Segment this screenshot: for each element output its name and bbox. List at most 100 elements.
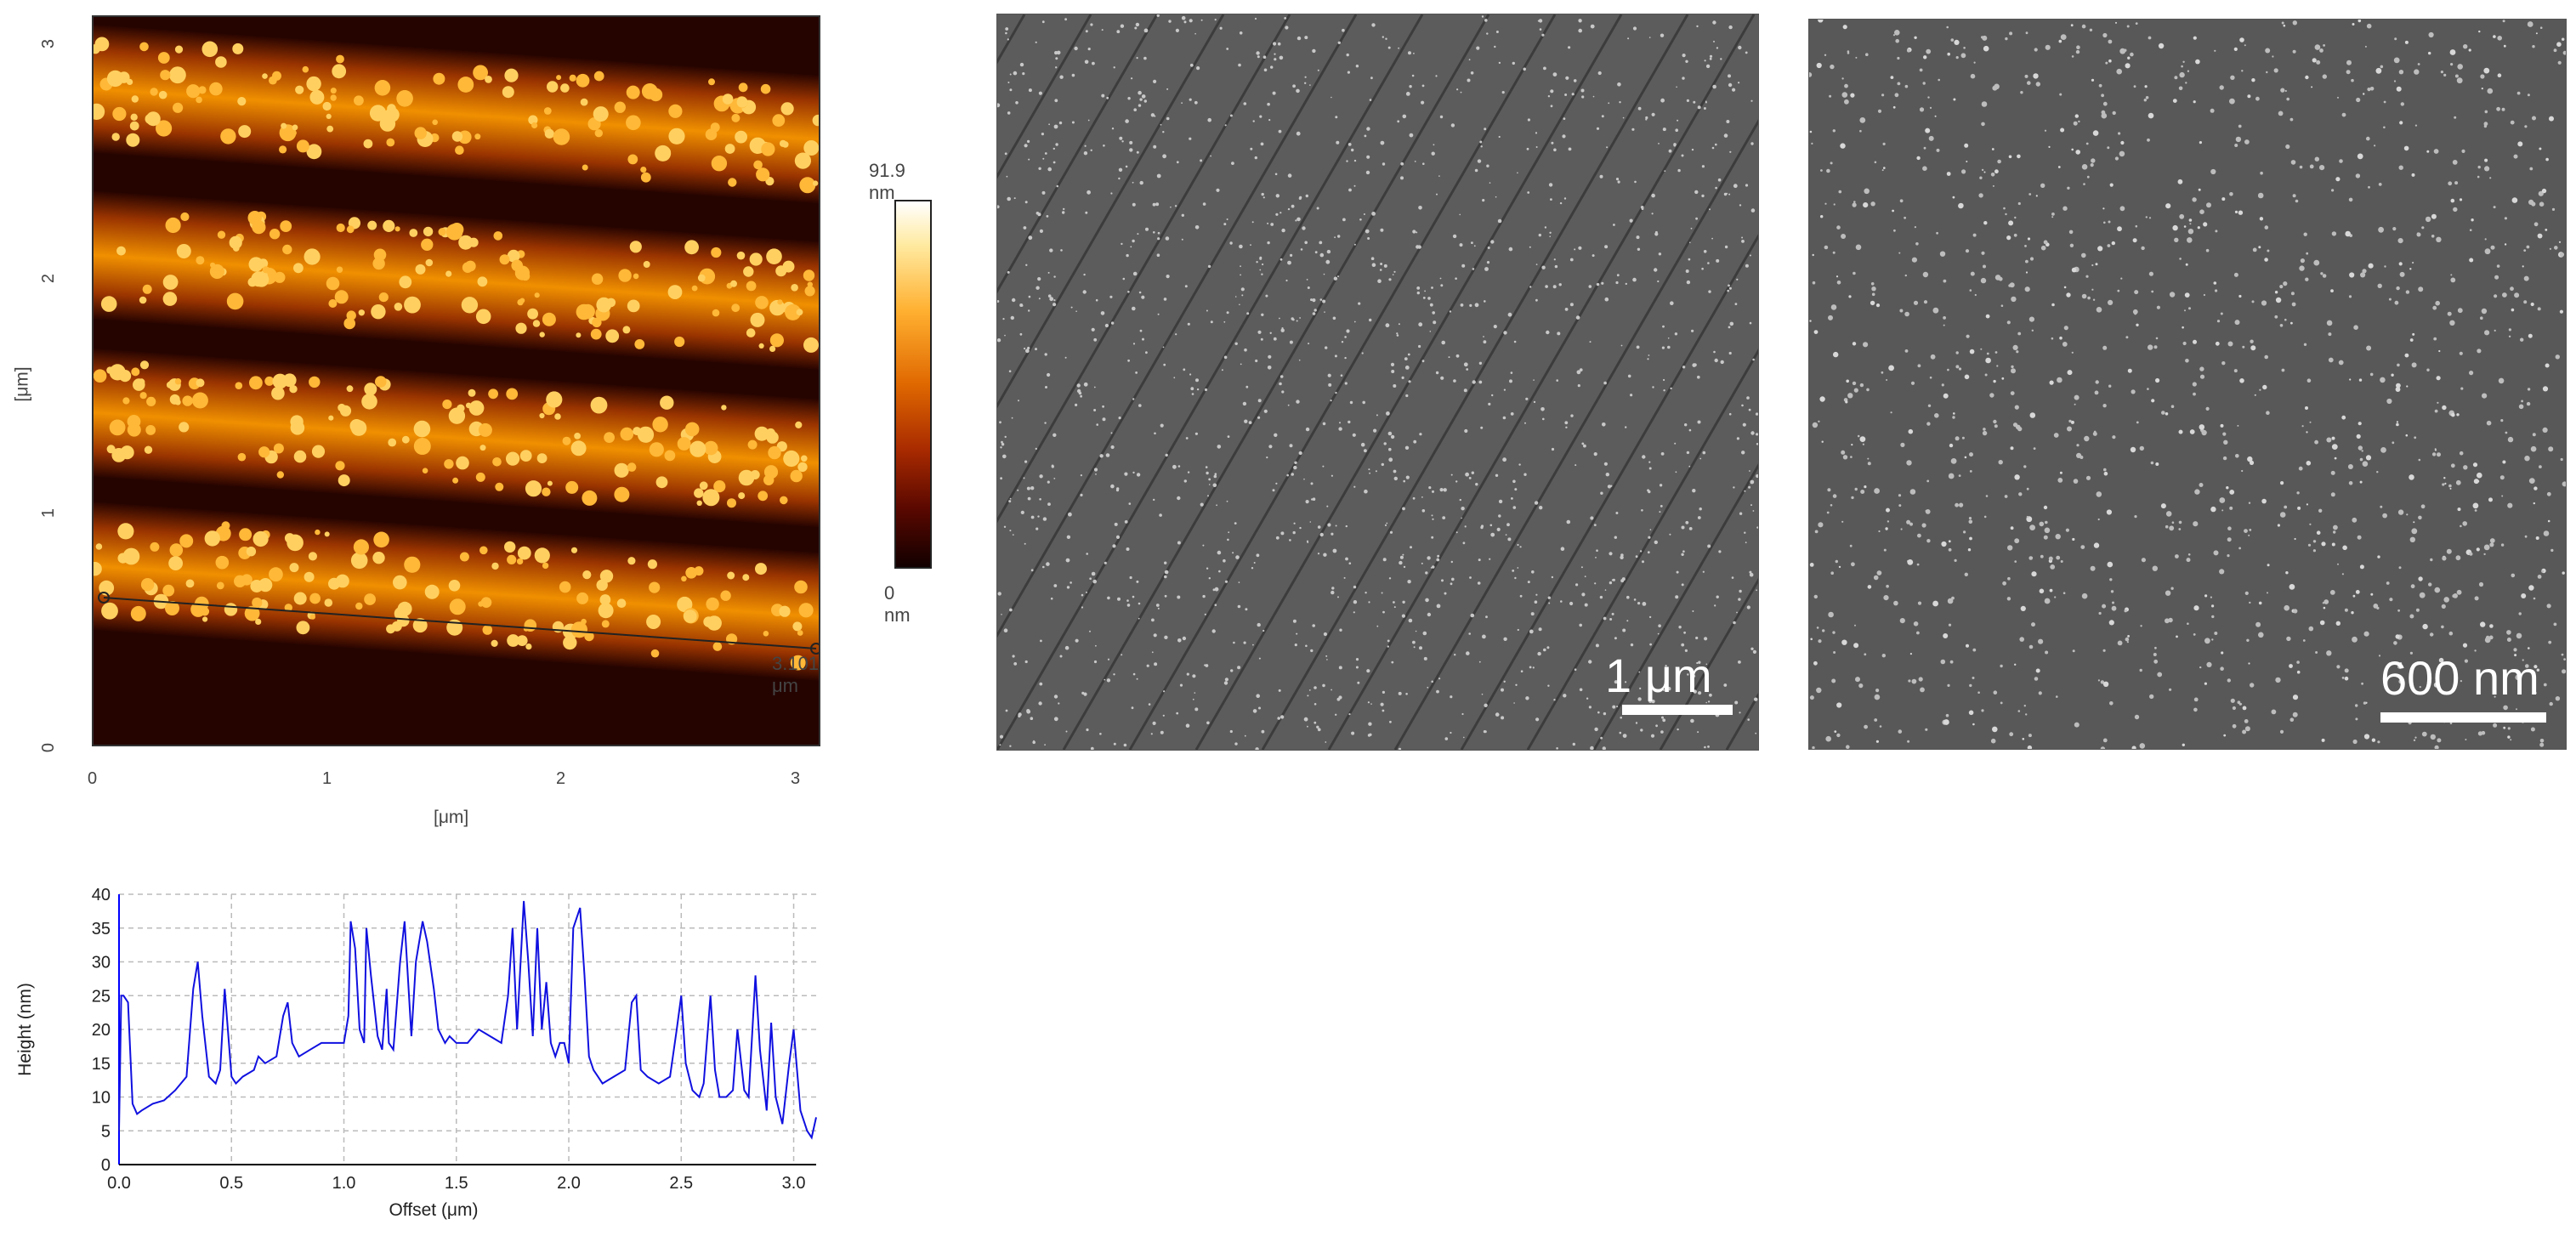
sem-particle [1234,742,1238,746]
afm-particle [455,145,464,155]
afm-particle [432,119,438,126]
sem-particle [1132,202,1136,207]
sem-particle [2477,479,2480,483]
sem-particle [2370,592,2374,596]
sem-particle [1898,252,1901,254]
sem-particle [1054,99,1058,103]
sem-particle [2017,154,2021,159]
sem-particle [2058,39,2063,43]
sem-particle [1568,147,1572,151]
sem-particle [1634,180,1637,184]
sem-particle [1254,17,1257,20]
sem-particle [1981,122,1985,127]
sem-particle [2319,620,2325,626]
afm-particle [371,304,386,320]
sem-particle [1926,48,1932,54]
sem-particle [1632,277,1637,282]
afm-particle [296,139,309,153]
sem-particle [1460,91,1462,94]
sem-particle [2193,339,2197,344]
sem-particle [2075,150,2080,155]
sem-particle [2248,662,2250,665]
sem-particle [1003,525,1007,528]
sem-particle [2035,195,2038,197]
sem-particle [1557,332,1561,336]
sem-particle [2112,435,2116,439]
sem-particle [1274,173,1278,176]
sem-particle [1213,474,1217,479]
sem-particle [1676,570,1679,574]
sem-particle [1906,460,1912,466]
sem-particle [1110,192,1113,195]
sem-particle [1813,594,1818,599]
afm-particle [461,297,479,314]
afm-particle [131,367,140,377]
sem-particle [1056,184,1059,188]
afm-particle [475,309,491,325]
sem-particle [2292,20,2297,26]
sem-particle [1619,101,1621,104]
afm-y-tick: 3 [39,38,59,49]
afm-x-axis-label: [μm] [434,808,469,827]
sem-particle [1177,541,1181,545]
afm-particle [139,360,150,370]
afm-particle [618,269,632,282]
sem-particle [1812,422,1819,428]
afm-particle [445,224,463,241]
sem-particle [2062,342,2068,347]
sem-particle [2532,116,2536,121]
sem-particle [1440,376,1444,380]
sem-particle [1704,746,1706,749]
sem-particle [1238,63,1241,67]
afm-particle [720,590,731,601]
sem-particle [1846,379,1849,383]
sem-particle [2148,344,2153,350]
sem-particle [1230,669,1234,672]
sem-particle [2182,743,2185,746]
sem-particle [2222,456,2227,461]
sem-particle [2318,508,2323,513]
sem-particle [1487,247,1490,249]
afm-x-tick: 1 [322,769,332,788]
sem-particle [2411,528,2418,535]
sem-particle [1755,732,1757,734]
sem-particle [2305,277,2309,281]
sem-particle [1274,53,1276,55]
sem-particle [2488,497,2493,502]
sem-particle [2250,683,2255,688]
sem-particle [2504,243,2507,246]
sem-particle [1749,321,1752,325]
sem-particle [1682,550,1685,553]
sem-particle [1708,700,1711,703]
sem-particle [1376,414,1378,417]
sem-particle [2178,429,2183,434]
sem-particle [2489,542,2494,547]
sem-particle [2481,88,2483,90]
sem-particle [1816,62,1822,69]
sem-particle [1131,706,1134,710]
sem-particle [1831,678,1836,683]
sem-particle [1250,147,1253,150]
sem-particle [1370,703,1372,705]
afm-particle [374,80,391,96]
sem-particle [1224,124,1227,127]
sem-particle [1945,713,1949,717]
sem-particle [1663,378,1665,382]
sem-particle [1894,30,1900,36]
sem-particle [1588,285,1592,288]
sem-particle [1723,133,1728,138]
sem-particle [2398,262,2403,266]
sem-particle [1099,454,1104,458]
sem-particle [2165,511,2172,517]
sem-particle [1550,198,1552,201]
sem-particle [2314,44,2321,50]
sem-particle [1212,483,1217,488]
sem-particle [2558,241,2562,243]
sem-particle [1006,175,1008,178]
sem-particle [1026,709,1031,714]
sem-particle [1192,674,1196,678]
sem-particle [1647,358,1649,360]
sem-particle [2158,43,2165,49]
sem-particle [1474,303,1479,308]
sem-particle [1081,593,1084,597]
